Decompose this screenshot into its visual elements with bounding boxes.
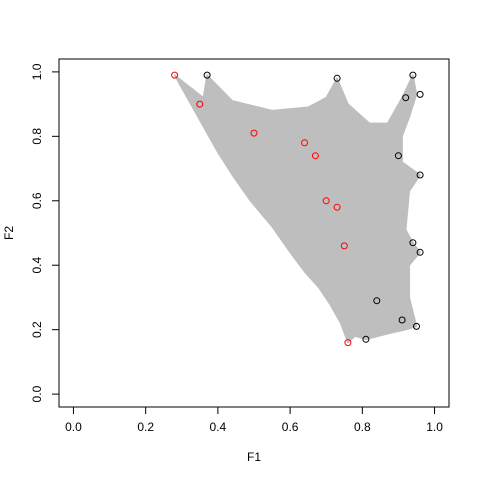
- black-point-marker: [362, 335, 370, 343]
- x-tick-label: 1.0: [426, 420, 443, 434]
- y-tick-label: 0.6: [30, 192, 44, 209]
- region-fill: [173, 74, 421, 344]
- red-point-marker: [311, 152, 319, 160]
- y-tick-label: 0.4: [30, 257, 44, 274]
- x-tick-label: 0.0: [65, 420, 82, 434]
- red-point-marker: [344, 339, 352, 347]
- red-point-marker: [196, 100, 204, 108]
- black-point-marker: [402, 94, 410, 102]
- black-point-marker: [203, 71, 211, 79]
- black-point-marker: [394, 152, 402, 160]
- x-tick-label: 0.8: [354, 420, 371, 434]
- y-tick-label: 0.0: [30, 385, 44, 402]
- black-point-marker: [413, 322, 420, 330]
- black-point-marker: [373, 297, 381, 305]
- black-point-marker: [409, 71, 417, 79]
- plot-frame: [58, 58, 450, 408]
- black-point-marker: [398, 316, 406, 324]
- point-markers: [171, 71, 424, 347]
- black-point-marker: [409, 239, 417, 247]
- red-point-marker: [250, 129, 258, 137]
- red-point-marker: [333, 203, 341, 211]
- black-point-marker: [416, 248, 424, 256]
- red-point-marker: [340, 242, 348, 250]
- x-tick-label: 0.6: [282, 420, 299, 434]
- x-axis-label: F1: [247, 450, 261, 464]
- y-tick-label: 1.0: [30, 63, 44, 80]
- black-point-marker: [416, 171, 424, 179]
- black-point-marker: [416, 90, 424, 98]
- y-axis-label: F2: [2, 226, 16, 240]
- attainable-region: [173, 74, 421, 344]
- red-point-marker: [171, 71, 179, 79]
- red-point-marker: [301, 139, 309, 147]
- y-tick-label: 0.2: [30, 321, 44, 338]
- black-point-marker: [333, 74, 341, 82]
- x-tick-label: 0.2: [137, 420, 154, 434]
- y-tick-label: 0.8: [30, 128, 44, 145]
- x-tick-label: 0.4: [210, 420, 227, 434]
- red-point-marker: [322, 197, 330, 205]
